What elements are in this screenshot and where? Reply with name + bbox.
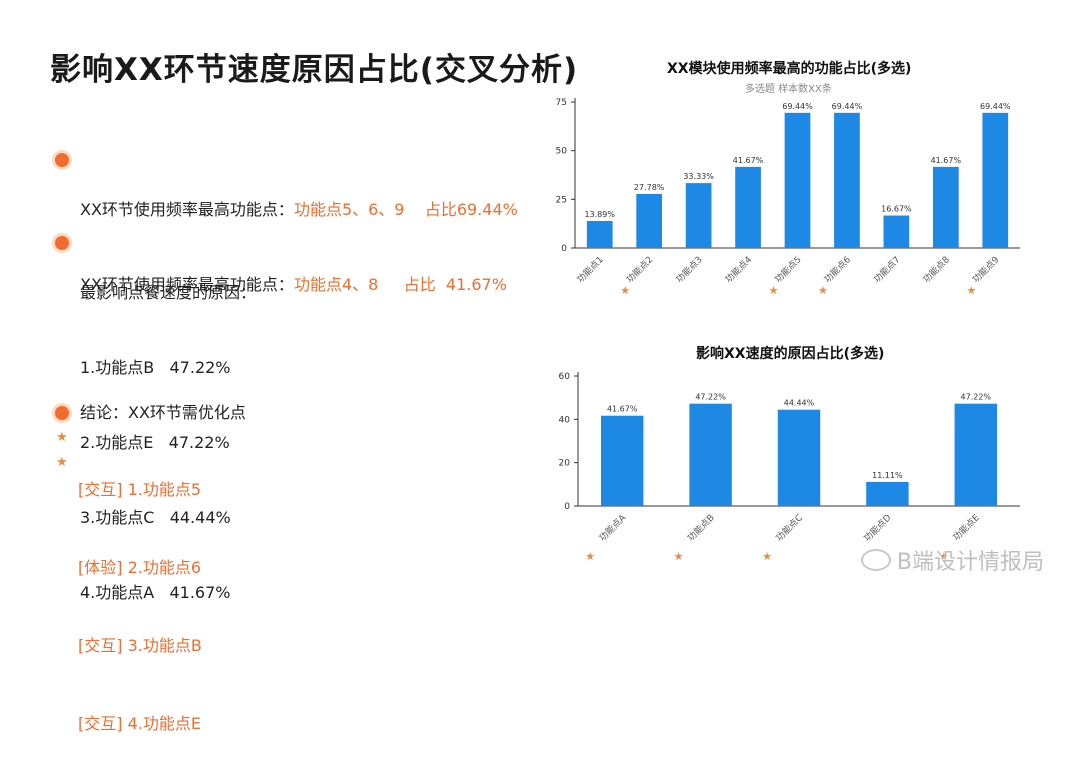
category-label: 功能点1: [574, 254, 606, 286]
category-label: 功能点9: [970, 253, 1002, 285]
bar: [600, 415, 644, 506]
y-tick-label: 60: [559, 372, 571, 382]
star-icon: ★: [585, 550, 595, 560]
star-icon: ★: [939, 550, 949, 560]
bar: [866, 481, 909, 506]
data-label: 27.78%: [634, 183, 665, 192]
category-label: 功能点E: [950, 511, 982, 543]
star-icon: ★: [966, 284, 976, 297]
star-icon: ★: [769, 284, 779, 297]
bullet-dot-icon: [55, 153, 69, 167]
bar: [636, 193, 663, 248]
y-tick-label: 0: [561, 244, 567, 254]
bar: [586, 220, 613, 248]
y-tick-label: 50: [556, 147, 568, 157]
data-label: 47.22%: [961, 393, 992, 402]
usage-frequency-chart: 025507513.89%功能点127.78%功能点2★33.33%功能点341…: [556, 98, 1020, 297]
bar: [982, 112, 1009, 248]
chart-1-title: XX模块使用频率最高的功能占比(多选): [667, 61, 912, 77]
reasons-list: 最影响点餐速度的原因： 1.功能点B 47.22% 2.功能点E 47.22% …: [80, 230, 256, 630]
data-label: 41.67%: [931, 156, 962, 165]
data-label: 41.67%: [733, 156, 764, 165]
usage-line-1-label: XX环节使用频率最高功能点：: [80, 200, 294, 219]
category-label: 功能点B: [685, 512, 717, 544]
usage-line-2-label: XX环节使用频率最高功能点：: [80, 275, 294, 294]
data-label: 47.22%: [695, 393, 726, 402]
conclusion-item: [交互] 4.功能点E: [78, 714, 201, 733]
y-tick-label: 0: [564, 502, 570, 512]
star-icon: ★: [762, 550, 772, 560]
conclusion-heading: 结论：XX环节需优化点: [80, 403, 246, 422]
star-icon: ★: [620, 284, 630, 297]
usage-line-2-value: 功能点4、8 占比 41.67%: [293, 275, 507, 294]
data-label: 41.67%: [607, 405, 638, 414]
data-label: 13.89%: [584, 210, 615, 219]
conclusion-item: [交互] 3.功能点B: [78, 636, 202, 655]
data-label: 69.44%: [980, 102, 1011, 111]
usage-line-1-value: 功能点5、6、9 占比69.44%: [293, 200, 518, 219]
category-label: 功能点A: [596, 511, 629, 544]
category-label: 功能点D: [861, 512, 894, 545]
bar: [932, 166, 959, 248]
category-label: 功能点C: [773, 512, 805, 544]
data-label: 44.44%: [784, 399, 815, 408]
conclusion-item: [交互] 1.功能点5: [78, 480, 202, 499]
usage-summary: XX环节使用频率最高功能点：功能点5、6、9 占比69.44% XX环节使用频率…: [80, 147, 518, 322]
bar: [777, 409, 821, 506]
data-label: 33.33%: [683, 172, 714, 181]
y-tick-label: 25: [556, 195, 567, 205]
bar: [689, 403, 732, 506]
reason-item: 1.功能点B 47.22%: [80, 358, 231, 377]
reason-item: 4.功能点A 41.67%: [80, 583, 231, 602]
reasons-heading: 最影响点餐速度的原因：: [80, 283, 257, 302]
speed-reason-chart: 020406041.67%功能点A★47.22%功能点B★44.44%功能点C★…: [559, 372, 1020, 560]
data-label: 69.44%: [782, 102, 813, 111]
bar: [685, 183, 712, 248]
category-label: 功能点2: [624, 254, 656, 286]
wechat-icon: [860, 549, 891, 571]
bar: [784, 112, 811, 248]
star-icon: ★: [674, 550, 684, 560]
conclusion-list: [交互] 1.功能点5 [体验] 2.功能点6 [交互] 3.功能点B [交互]…: [78, 425, 202, 763]
watermark-text: B端设计情报局: [896, 550, 1044, 575]
conclusion-item: [体验] 2.功能点6: [78, 558, 202, 577]
category-label: 功能点7: [871, 254, 903, 286]
bar: [954, 403, 998, 506]
category-label: 功能点3: [673, 254, 705, 286]
reason-item: 2.功能点E 47.22%: [80, 433, 230, 452]
bullet-dot-icon: [55, 406, 69, 420]
category-label: 功能点6: [821, 253, 853, 285]
star-icon: ★: [818, 284, 828, 297]
watermark: B端设计情报局: [860, 544, 1044, 576]
star-icon: ★: [56, 455, 68, 470]
bullet-dot-icon: [55, 236, 69, 250]
y-tick-label: 75: [556, 98, 567, 108]
bar: [834, 112, 860, 248]
bar: [883, 215, 910, 248]
category-label: 功能点4: [723, 253, 755, 285]
y-tick-label: 20: [559, 459, 571, 469]
data-label: 11.11%: [872, 471, 903, 480]
reason-item: 3.功能点C 44.44%: [80, 508, 231, 527]
category-label: 功能点8: [920, 253, 952, 285]
bar: [735, 166, 761, 248]
slide-title: 影响XX环节速度原因占比(交叉分析): [50, 52, 579, 88]
data-label: 16.67%: [881, 205, 912, 214]
chart-1-subtitle: 多选题 样本数XX条: [745, 84, 832, 95]
category-label: 功能点5: [772, 254, 804, 286]
data-label: 69.44%: [832, 102, 863, 111]
chart-2-title: 影响XX速度的原因占比(多选): [696, 346, 885, 362]
y-tick-label: 40: [559, 415, 571, 425]
star-icon: ★: [56, 430, 68, 445]
